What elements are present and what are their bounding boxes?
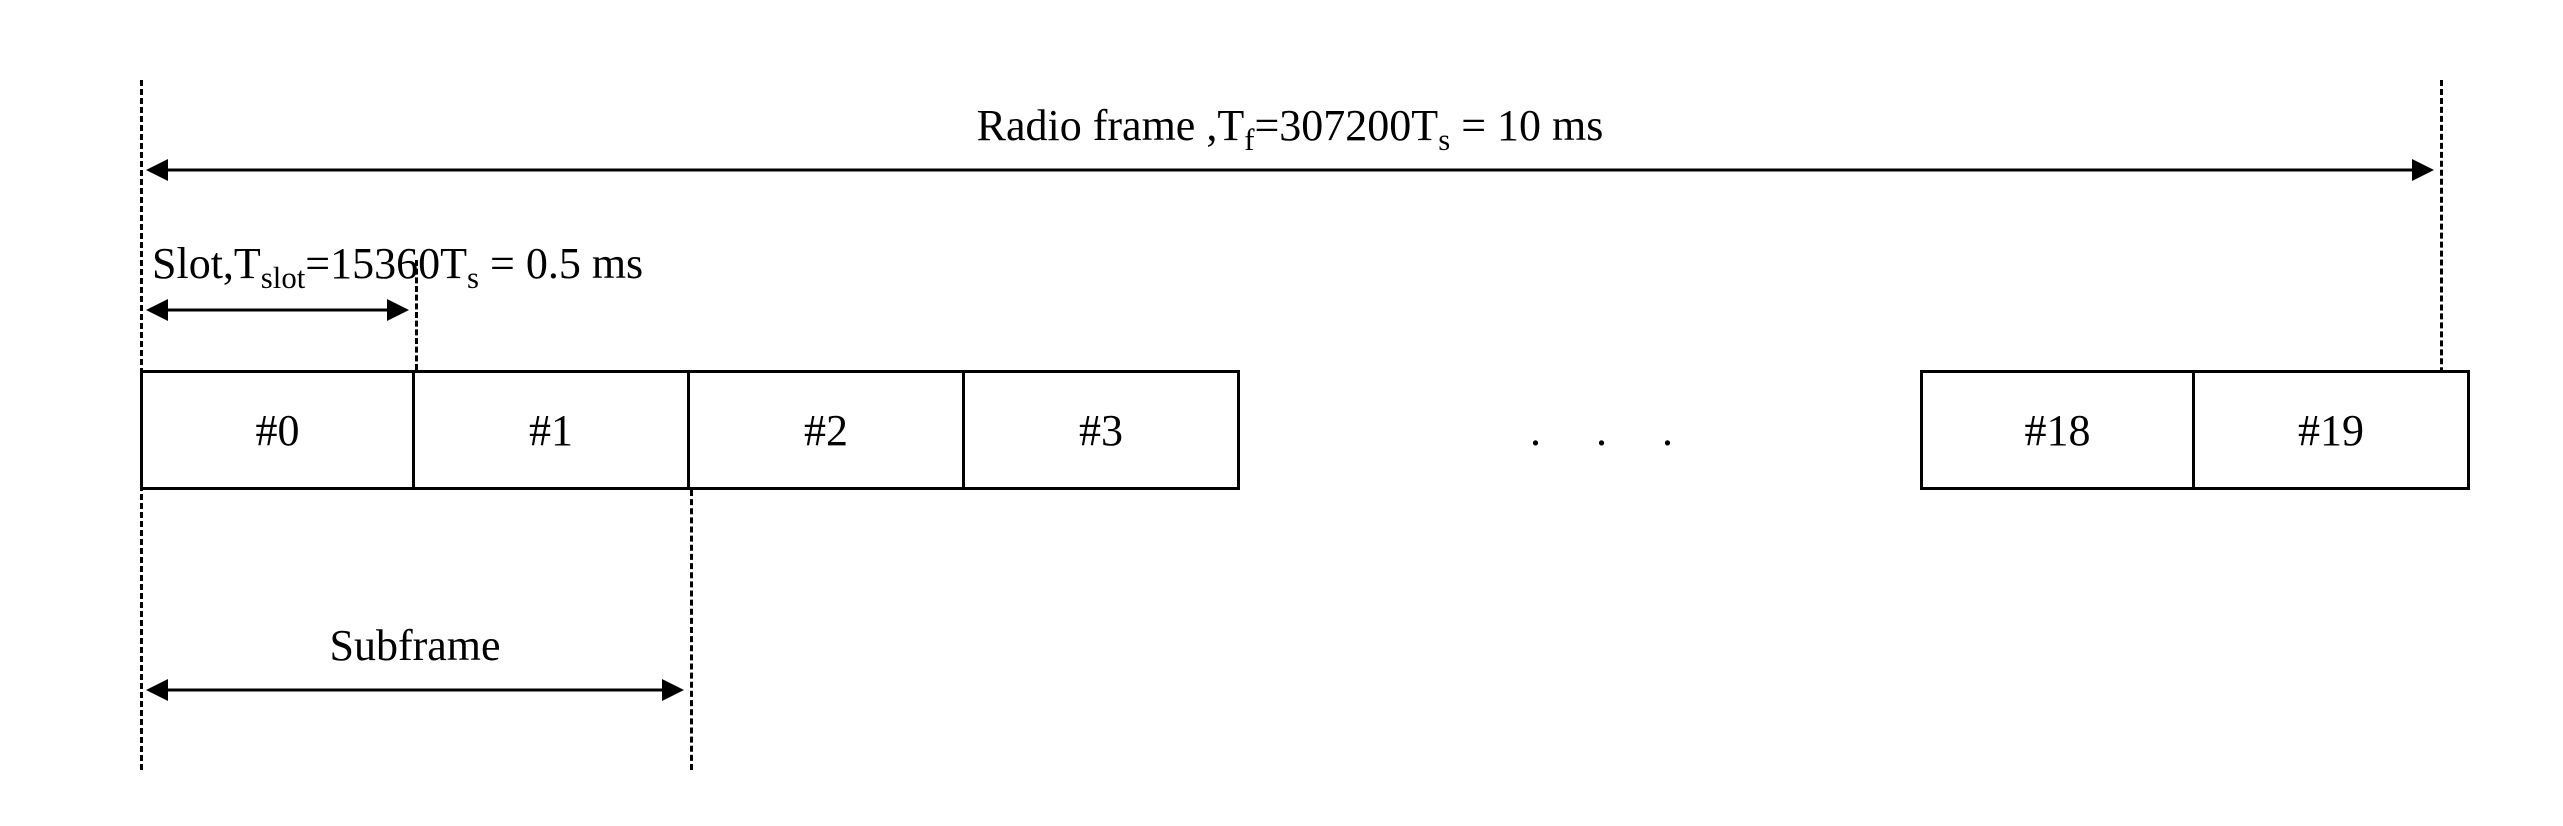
radio-frame-diagram: Radio frame ,Tf=307200Ts = 10 msSlot,Tsl…	[0, 0, 2563, 826]
